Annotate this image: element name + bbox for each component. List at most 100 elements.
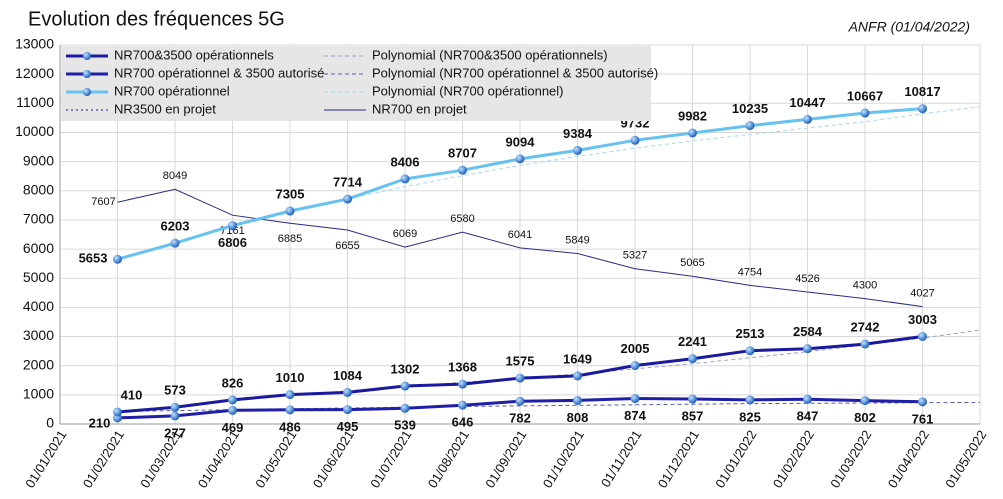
point — [688, 394, 697, 404]
data-label: 4754 — [738, 266, 762, 278]
x-tick-label: 01/05/2021 — [252, 427, 299, 490]
point — [113, 407, 122, 417]
data-label: 573 — [164, 383, 186, 398]
point — [170, 402, 180, 412]
data-label: 2005 — [621, 341, 650, 356]
data-label: 1575 — [506, 354, 535, 369]
data-label: 10447 — [789, 95, 825, 110]
data-label: 4300 — [853, 280, 877, 292]
point — [170, 238, 180, 248]
data-label: 874 — [624, 408, 646, 423]
point — [343, 405, 352, 415]
data-label: 6203 — [161, 219, 190, 234]
data-label: 808 — [567, 410, 589, 425]
data-label: 10817 — [904, 84, 940, 99]
data-label: 761 — [912, 411, 934, 426]
chart-title: Evolution des fréquences 5G — [28, 8, 285, 30]
data-label: 210 — [89, 415, 111, 430]
data-label: 857 — [682, 408, 704, 423]
data-label: 6655 — [335, 240, 359, 252]
point — [228, 221, 237, 231]
data-label: 9982 — [678, 108, 707, 123]
legend-label: Polynomial (NR700&3500 opérationnels) — [372, 47, 608, 62]
point — [860, 108, 870, 118]
point — [285, 390, 295, 400]
point — [458, 165, 467, 175]
y-tick-label: 12000 — [15, 65, 54, 81]
x-tick-label: 01/11/2021 — [598, 427, 645, 489]
data-label: 5653 — [79, 251, 108, 266]
data-label: 825 — [739, 409, 761, 424]
y-tick-label: 3000 — [23, 327, 54, 343]
point — [458, 400, 467, 410]
data-label: 782 — [509, 411, 531, 426]
data-label: 6806 — [218, 235, 247, 250]
point — [458, 379, 467, 389]
x-tick-label: 01/01/2022 — [712, 427, 759, 490]
data-label: 10235 — [732, 101, 768, 116]
y-tick-label: 11000 — [16, 94, 54, 110]
point — [745, 121, 755, 131]
legend-label: NR3500 en projet — [114, 101, 216, 116]
point — [228, 405, 237, 415]
x-tick-label: 01/02/2022 — [770, 427, 817, 490]
data-label: 469 — [222, 420, 244, 435]
data-label: 847 — [797, 409, 819, 424]
y-tick-label: 5000 — [23, 269, 54, 285]
data-label: 2584 — [793, 324, 823, 339]
point — [228, 395, 237, 405]
data-label: 1010 — [276, 370, 305, 385]
x-tick-label: 01/01/2021 — [22, 427, 69, 490]
data-label: 6041 — [508, 229, 532, 241]
y-tick-label: 8000 — [23, 181, 54, 197]
point — [285, 405, 295, 415]
legend-label: NR700 en projet — [372, 101, 467, 116]
series-line — [117, 188, 923, 308]
data-label: 6069 — [393, 228, 417, 240]
x-tick-label: 01/08/2021 — [425, 427, 472, 490]
point — [803, 344, 812, 354]
point — [285, 206, 295, 216]
x-tick-label: 01/12/2021 — [655, 427, 702, 490]
point — [515, 154, 525, 164]
data-label: 646 — [452, 415, 474, 430]
x-tick-label: 01/07/2021 — [367, 427, 414, 490]
data-label: 8406 — [391, 154, 420, 169]
data-label: 2241 — [678, 334, 707, 349]
point — [688, 354, 697, 364]
data-label: 4526 — [795, 273, 819, 285]
y-tick-label: 2000 — [23, 356, 54, 372]
point — [803, 114, 812, 124]
data-label: 826 — [222, 375, 244, 390]
data-label: 495 — [337, 419, 359, 434]
y-tick-label: 1000 — [23, 386, 54, 402]
data-label: 9384 — [563, 126, 593, 141]
point — [400, 174, 410, 184]
point — [573, 145, 582, 155]
legend-marker — [83, 52, 91, 60]
legend-box — [61, 46, 651, 121]
x-tick-label: 01/02/2021 — [80, 427, 127, 490]
data-label: 1084 — [333, 368, 363, 383]
point — [573, 371, 582, 381]
legend-marker — [83, 88, 91, 96]
data-label: 2513 — [736, 326, 765, 341]
point — [860, 396, 870, 406]
legend-label: NR700 opérationnel & 3500 autorisé — [114, 65, 324, 80]
point — [688, 128, 697, 138]
data-label: 486 — [279, 419, 301, 434]
y-tick-label: 10000 — [15, 123, 54, 139]
point — [113, 254, 122, 264]
x-tick-label: 01/05/2022 — [942, 427, 989, 490]
point — [343, 387, 352, 397]
point — [573, 395, 582, 405]
data-label: 4027 — [910, 288, 934, 300]
point — [918, 104, 927, 114]
data-label: 277 — [164, 425, 186, 440]
data-label: 5065 — [680, 257, 704, 269]
data-label: 10667 — [847, 88, 883, 103]
point — [918, 397, 927, 407]
data-label: 5849 — [565, 234, 589, 246]
point — [400, 381, 410, 391]
y-tick-label: 7000 — [23, 211, 54, 227]
